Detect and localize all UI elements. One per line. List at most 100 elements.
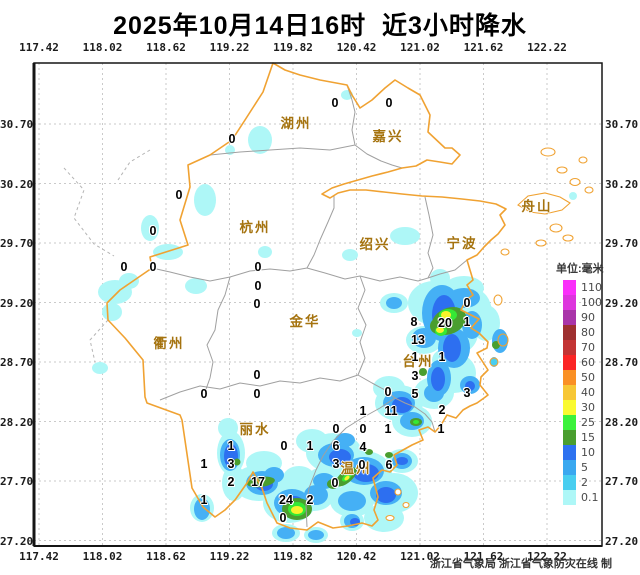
- station-precip-value: 0: [279, 511, 287, 525]
- legend-value-label: 15: [581, 431, 595, 444]
- city-label-宁波: 宁波: [446, 236, 478, 251]
- station-precip-value: 0: [253, 297, 261, 311]
- legend-entry: 10: [556, 445, 626, 460]
- station-precip-value: 0: [332, 422, 340, 436]
- legend-entry: 2: [556, 475, 626, 490]
- station-precip-value: 0: [228, 132, 236, 146]
- station-precip-value: 0: [280, 439, 288, 453]
- x-axis-tick-label: 122.22: [527, 41, 567, 54]
- legend-value-label: 100: [581, 296, 602, 309]
- station-precip-value: 2: [227, 475, 235, 489]
- y-axis-tick-label: 28.70: [605, 356, 639, 369]
- legend-color-swatch: [563, 325, 576, 340]
- legend-color-swatch: [563, 280, 576, 295]
- legend-value-label: 50: [581, 371, 595, 384]
- y-axis-tick-label: 27.70: [605, 475, 639, 488]
- station-precip-value: 0: [384, 385, 392, 399]
- station-precip-value: 0: [331, 476, 339, 490]
- city-label-温州: 温州: [340, 461, 372, 476]
- station-precip-value: 8: [410, 315, 418, 329]
- y-axis-tick-label: 28.20: [605, 415, 639, 429]
- x-axis-tick-label: 118.62: [146, 550, 186, 563]
- station-precip-value: 24: [279, 493, 293, 507]
- city-label-丽水: 丽水: [239, 422, 271, 437]
- x-axis-tick-label: 121.02: [400, 41, 440, 54]
- legend-entry: 40: [556, 385, 626, 400]
- station-precip-value: 0: [463, 296, 471, 310]
- city-label-金华: 金华: [289, 314, 321, 329]
- station-precip-value: 1: [463, 315, 471, 329]
- station-precip-value: 0: [200, 387, 208, 401]
- station-precip-value: 3: [411, 369, 419, 383]
- legend-entry: 5: [556, 460, 626, 475]
- station-precip-value: 3: [332, 457, 340, 471]
- x-axis-tick-label: 121.02: [400, 550, 440, 563]
- legend-color-swatch: [563, 310, 576, 325]
- legend-entry: 70: [556, 340, 626, 355]
- legend-value-label: 40: [581, 386, 595, 399]
- legend-entry: 50: [556, 370, 626, 385]
- legend-entry: 0.1: [556, 490, 626, 505]
- station-precip-value: 1: [437, 422, 445, 436]
- station-precip-value: 0: [120, 260, 128, 274]
- station-precip-value: 4: [359, 440, 367, 454]
- station-precip-value: 1: [200, 493, 208, 507]
- legend-color-swatch: [563, 340, 576, 355]
- legend-entry: 60: [556, 355, 626, 370]
- outer-admin-lines: [63, 149, 151, 363]
- x-axis-tick-label: 120.42: [336, 550, 377, 563]
- legend-value-label: 2: [581, 476, 588, 489]
- legend-value-label: 10: [581, 446, 595, 459]
- y-axis-tick-label: 30.70: [0, 118, 34, 131]
- x-axis-tick-label: 119.22: [209, 550, 250, 563]
- station-precip-value: 0: [254, 279, 262, 293]
- station-precip-value: 1: [200, 457, 208, 471]
- station-precip-value: 1: [306, 439, 314, 453]
- legend-color-swatch: [563, 355, 576, 370]
- station-precip-value: 6: [385, 458, 393, 472]
- plot-frame: [32, 62, 603, 547]
- legend-value-label: 5: [581, 461, 588, 474]
- x-axis-tick-label: 119.82: [273, 550, 313, 563]
- x-axis-tick-label: 117.42: [19, 550, 59, 563]
- legend-value-label: 70: [581, 341, 595, 354]
- legend-value-label: 60: [581, 356, 595, 369]
- station-precip-value: 3: [463, 386, 471, 400]
- islands: [385, 147, 594, 522]
- station-precip-value: 0: [254, 260, 262, 274]
- station-precip-value: 1: [384, 422, 392, 436]
- legend: 单位:毫米 110 100 90 80 70 60 50 40 30 25 15 10 5 2 0.1: [556, 260, 626, 505]
- province-boundary: [106, 62, 507, 531]
- city-label-绍兴: 绍兴: [359, 237, 391, 252]
- legend-value-label: 25: [581, 416, 595, 429]
- station-precip-value: 0: [385, 96, 393, 110]
- legend-value-label: 0.1: [581, 491, 599, 504]
- y-axis-tick-label: 29.20: [605, 296, 639, 310]
- legend-title: 单位:毫米: [556, 263, 604, 275]
- y-axis-tick-label: 29.70: [0, 237, 34, 250]
- x-axis-tick-label: 118.02: [82, 41, 123, 54]
- x-axis-tick-label: 119.82: [273, 41, 313, 54]
- station-precip-value: 1: [438, 350, 446, 364]
- legend-value-label: 80: [581, 326, 595, 339]
- y-axis-tick-label: 27.20: [0, 534, 34, 548]
- station-precip-value: 2: [438, 403, 446, 417]
- station-precip-value: 0: [175, 188, 183, 202]
- legend-entry: 15: [556, 430, 626, 445]
- y-axis-tick-label: 30.20: [605, 177, 639, 191]
- station-precip-value: 0: [149, 224, 157, 238]
- legend-value-label: 90: [581, 311, 595, 324]
- legend-color-swatch: [563, 490, 576, 505]
- legend-value-label: 110: [581, 281, 602, 294]
- legend-entries: 110 100 90 80 70 60 50 40 30 25 15 10 5 2 0.1: [556, 280, 626, 505]
- legend-color-swatch: [563, 370, 576, 385]
- station-precip-value: 2: [306, 493, 314, 507]
- city-boundaries: [151, 84, 468, 528]
- y-axis-tick-label: 29.20: [0, 296, 34, 310]
- city-label-舟山: 舟山: [521, 199, 553, 214]
- precip-layer-yellow: [291, 311, 451, 514]
- y-axis-tick-label: 28.70: [0, 356, 34, 369]
- x-axis-tick-label: 117.42: [19, 41, 59, 54]
- city-label-嘉兴: 嘉兴: [372, 129, 404, 144]
- station-precip-value: 3: [227, 457, 235, 471]
